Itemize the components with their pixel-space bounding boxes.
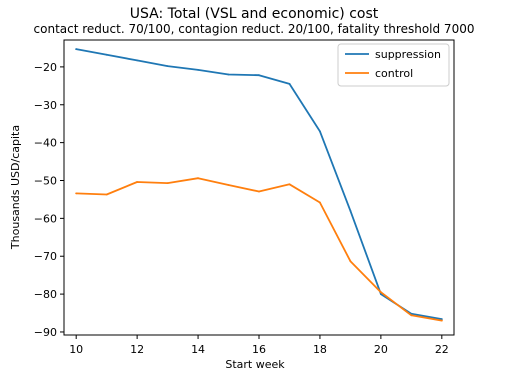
x-tick-label: 22 <box>435 343 449 356</box>
y-axis-label: Thousands USD/capita <box>9 125 22 250</box>
y-tick-label: −30 <box>34 99 57 112</box>
data-point-suppression <box>75 48 78 50</box>
data-point-suppression <box>258 74 260 77</box>
y-tick-label: −60 <box>34 212 57 225</box>
legend: suppression control <box>337 43 450 87</box>
data-point-control <box>349 260 352 263</box>
chart-subtitle: contact reduct. 70/100, contagion reduct… <box>34 22 475 36</box>
plot-lines <box>75 48 443 322</box>
chart-title: USA: Total (VSL and economic) cost <box>130 6 379 22</box>
data-point-control <box>288 183 291 186</box>
data-point-suppression <box>319 130 321 133</box>
y-tick-label: −50 <box>34 174 57 187</box>
y-tick-label: −20 <box>34 61 57 74</box>
data-point-control <box>440 319 443 322</box>
x-tick-label: 10 <box>69 343 83 356</box>
data-point-control <box>410 314 413 317</box>
data-point-control <box>258 190 260 193</box>
data-point-suppression <box>288 83 291 85</box>
y-tick-label: −90 <box>34 326 57 339</box>
data-point-suppression <box>349 209 352 212</box>
axis-ticks: 10 12 14 16 18 20 22 −90 −80 −70 −60 −50 −40 −30 −20 <box>34 61 449 356</box>
data-point-suppression <box>440 318 443 320</box>
x-tick-label: 14 <box>191 343 205 356</box>
data-point-suppression <box>227 73 230 76</box>
x-tick-label: 12 <box>130 343 144 356</box>
x-axis-label: Start week <box>225 358 285 371</box>
y-tick-label: −70 <box>34 250 57 263</box>
y-tick-label: −80 <box>34 288 57 301</box>
plot-frame <box>63 39 455 336</box>
x-tick-label: 18 <box>313 343 327 356</box>
data-point-control <box>136 181 139 183</box>
data-point-control <box>75 192 78 195</box>
data-point-control <box>197 177 200 180</box>
x-tick-label: 16 <box>252 343 266 356</box>
data-point-control <box>319 201 321 204</box>
data-point-control <box>380 291 382 294</box>
series-line-control <box>75 177 443 322</box>
data-point-suppression <box>166 65 169 67</box>
data-point-suppression <box>197 69 200 71</box>
legend-label-control: control <box>375 67 413 80</box>
data-point-suppression <box>105 53 108 56</box>
legend-label-suppression: suppression <box>375 48 441 61</box>
data-point-suppression <box>136 59 139 62</box>
data-point-control <box>227 184 230 186</box>
data-point-control <box>166 182 169 185</box>
x-tick-label: 20 <box>374 343 388 356</box>
y-tick-label: −40 <box>34 137 57 150</box>
data-point-control <box>105 193 108 196</box>
